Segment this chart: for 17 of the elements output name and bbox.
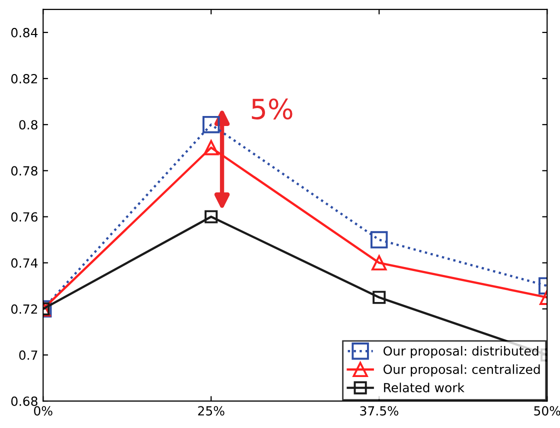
x-tick-label: 25% (198, 406, 224, 416)
x-tick-label: 37.5% (360, 406, 398, 416)
y-tick-label: 0.68 (11, 396, 38, 406)
y-tick-label: 0.72 (11, 304, 38, 314)
legend-label: Our proposal: centralized (384, 364, 540, 376)
legend-label: Our proposal: distributed (384, 346, 538, 358)
y-tick-label: 0.74 (11, 258, 38, 268)
y-tick-label: 0.76 (11, 212, 38, 222)
y-tick-label: 0.84 (11, 28, 38, 38)
annotation: 5% (252, 98, 292, 120)
x-tick-label: 50% (534, 406, 560, 416)
legend-label: Related work (384, 382, 464, 392)
x-tick-label: 0% (34, 406, 52, 416)
y-tick-label: 0.78 (11, 166, 38, 176)
y-tick-label: 0.7 (19, 350, 38, 360)
y-tick-label: 0.8 (19, 120, 38, 130)
y-tick-label: 0.82 (11, 74, 38, 84)
